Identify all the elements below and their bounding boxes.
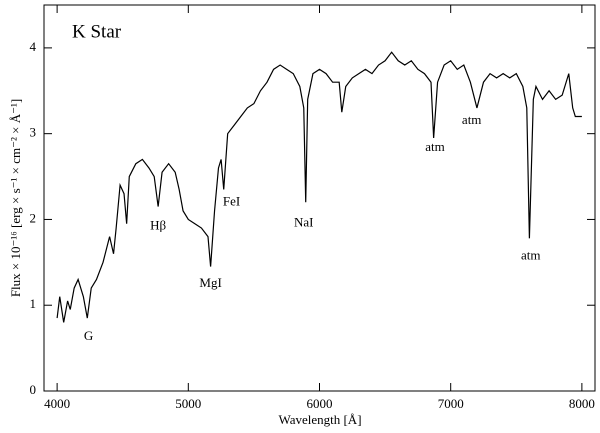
- annotation: G: [84, 328, 93, 343]
- annotation: FeI: [223, 193, 240, 208]
- x-tick-label: 5000: [175, 396, 201, 411]
- plot-frame: [43, 4, 596, 392]
- y-tick-label: 1: [30, 296, 37, 311]
- y-tick-label: 2: [30, 210, 37, 225]
- y-tick-label: 3: [30, 125, 37, 140]
- x-tick-label: 8000: [569, 396, 595, 411]
- annotation: atm: [521, 247, 541, 262]
- y-axis-label: Flux × 10⁻¹⁶ [erg × s⁻¹ × cm⁻² × Å⁻¹]: [8, 99, 23, 297]
- x-tick-label: 4000: [44, 396, 70, 411]
- y-tick-label: 4: [30, 39, 37, 54]
- spectrum-line: [56, 51, 582, 323]
- chart-title: K Star: [72, 21, 122, 42]
- x-tick-label: 6000: [307, 396, 333, 411]
- annotation: Hβ: [150, 217, 166, 232]
- y-tick-label: 0: [30, 382, 37, 397]
- annotation: atm: [425, 139, 445, 154]
- x-tick-label: 7000: [438, 396, 464, 411]
- annotation: MgI: [199, 275, 221, 290]
- annotation: atm: [462, 112, 482, 127]
- annotation: NaI: [294, 215, 314, 230]
- x-axis-label: Wavelength [Å]: [278, 412, 361, 427]
